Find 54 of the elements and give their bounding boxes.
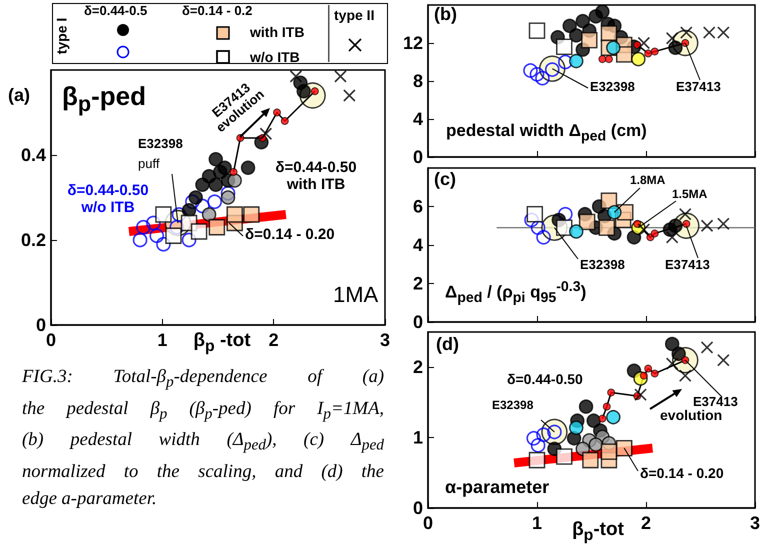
- y-tick-label: 2: [412, 274, 423, 294]
- text: (a): [8, 85, 30, 106]
- y-tick-label: 6: [412, 196, 423, 216]
- annotation: E37413: [676, 79, 721, 94]
- annotation: δ=0.14 - 0.20: [640, 465, 724, 482]
- y-tick-label: 8: [412, 71, 423, 91]
- y-tick-label: 1: [412, 428, 423, 448]
- annotation: 1.8MA: [630, 173, 666, 188]
- annotation: 1MA: [333, 282, 378, 308]
- annotation: δ=0.14 - 0.20: [245, 226, 335, 244]
- y-tick-label: 2: [412, 357, 423, 378]
- y-tick-label: 0.4: [20, 145, 46, 165]
- annotation: β$_{p}$-ped: [62, 81, 146, 116]
- annotation: evolution: [660, 407, 722, 424]
- annotation: δ=0.44-0.50 with ITB: [275, 159, 357, 193]
- chart-title: (b): [434, 4, 457, 25]
- x-tick-label: 1: [532, 513, 542, 533]
- x-tick-label: 1: [157, 330, 168, 350]
- x-axis-title: β$_{p}$ -tot: [193, 330, 251, 356]
- y-tick-label: 0: [412, 147, 423, 167]
- y-tick-label: 0: [412, 498, 423, 518]
- x-tick-label: 3: [380, 330, 390, 350]
- annotation: Δ$_{ped}$ / (ρ$_{pi}$ q$_{95}$$^{-0.3}$): [445, 279, 586, 307]
- text: δ=0.14 - 0.2: [182, 3, 252, 18]
- y-tick-label: 4: [412, 109, 423, 129]
- text: FIG.3: Total-β$_{p}$-dependence of (a) the pedestal β$_{p}$ (β$_{p}$-ped) for I$_{p}$=1MA, (b) pedestal width (Δ$_{ped}$), (c) Δ$_{ped}$ normalized to the scaling, and (d) the edge a-parameter.: [22, 367, 384, 510]
- y-tick-label: 0.2: [20, 230, 46, 250]
- annotation: α-parameter: [445, 477, 550, 498]
- x-axis-title: β$_{p}$-tot: [572, 519, 624, 544]
- annotation: E32398: [580, 257, 625, 272]
- x-tick-label: 3: [750, 513, 760, 533]
- x-tick-label: 2: [640, 513, 652, 533]
- annotation: E37413: [693, 394, 738, 410]
- annotation: E32398: [492, 398, 534, 412]
- annotation: E37413: [665, 257, 710, 272]
- y-tick-label: 0: [412, 312, 423, 332]
- annotation: δ=0.44-0.50: [507, 371, 583, 388]
- annotation: 1.5MA: [672, 187, 708, 202]
- annotation: puff: [138, 156, 160, 172]
- text: type II: [334, 7, 374, 24]
- text: type I: [53, 18, 70, 54]
- text: with ITB: [250, 24, 304, 40]
- annotation: δ=0.44-0.50 w/o ITB: [67, 182, 149, 216]
- y-tick-label: 12: [402, 33, 423, 53]
- chart-title: (c): [434, 169, 456, 190]
- chart-title: (d): [436, 334, 459, 355]
- y-tick-label: 4: [412, 235, 423, 255]
- y-tick-label: 0: [36, 315, 46, 335]
- x-tick-label: 2: [268, 330, 279, 350]
- annotation: E32398: [138, 136, 183, 152]
- text: w/o ITB: [250, 49, 300, 66]
- annotation: pedestal width Δ$_{ped}$ (cm): [446, 121, 647, 145]
- text: δ=0.44-0.5: [84, 3, 148, 18]
- annotation: E32398: [590, 79, 635, 94]
